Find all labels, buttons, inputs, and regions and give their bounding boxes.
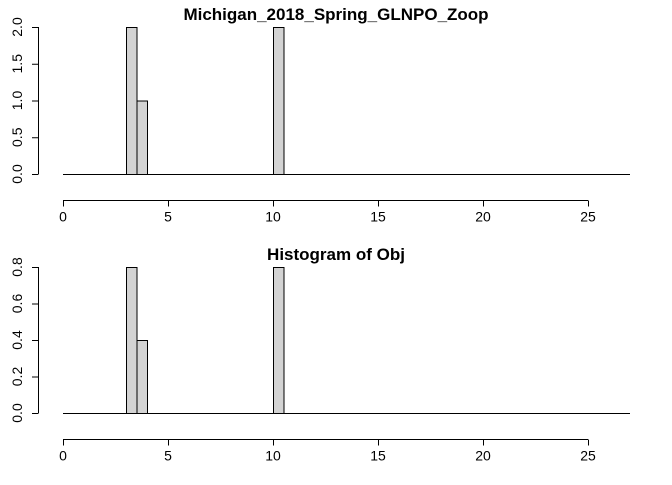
x-tick-label: 15 xyxy=(370,448,386,464)
panel-1: Michigan_2018_Spring_GLNPO_Zoop 0 5 10 15 20 2… xyxy=(9,5,630,225)
x-tick-label: 25 xyxy=(580,448,596,464)
histogram-bar xyxy=(126,27,138,175)
chart-title: Histogram of Obj xyxy=(267,245,405,264)
x-tick-label: 20 xyxy=(475,209,491,225)
chart-title: Michigan_2018_Spring_GLNPO_Zoop xyxy=(183,5,488,24)
x-tick-label: 0 xyxy=(59,209,67,225)
histogram-bar xyxy=(273,27,285,175)
x-tick-label: 0 xyxy=(59,448,67,464)
histogram-bar xyxy=(273,267,285,414)
x-tick-label: 10 xyxy=(265,209,281,225)
panel-2: Histogram of Obj 0 5 10 15 20 25 0.0 0.2 0.4 0.6 0.… xyxy=(9,245,630,464)
y-tick-label: 1.0 xyxy=(9,91,25,111)
x-tick-label: 20 xyxy=(475,448,491,464)
x-tick-label: 5 xyxy=(164,448,172,464)
y-tick-label: 0.8 xyxy=(9,257,25,277)
y-tick-label: 0.6 xyxy=(9,294,25,314)
y-tick-label: 0.4 xyxy=(9,330,25,350)
x-tick-label: 25 xyxy=(580,209,596,225)
y-tick-label: 2.0 xyxy=(9,17,25,37)
y-tick-label: 0.2 xyxy=(9,367,25,387)
x-tick-label: 10 xyxy=(265,448,281,464)
y-tick-label: 0.0 xyxy=(9,164,25,184)
y-tick-label: 0.5 xyxy=(9,127,25,147)
y-tick-label: 1.5 xyxy=(9,54,25,74)
y-tick-label: 0.0 xyxy=(9,403,25,423)
histogram-bar xyxy=(136,340,148,414)
histogram-bar xyxy=(126,267,138,414)
x-tick-label: 5 xyxy=(164,209,172,225)
x-tick-label: 15 xyxy=(370,209,386,225)
histogram-bar xyxy=(136,100,148,175)
